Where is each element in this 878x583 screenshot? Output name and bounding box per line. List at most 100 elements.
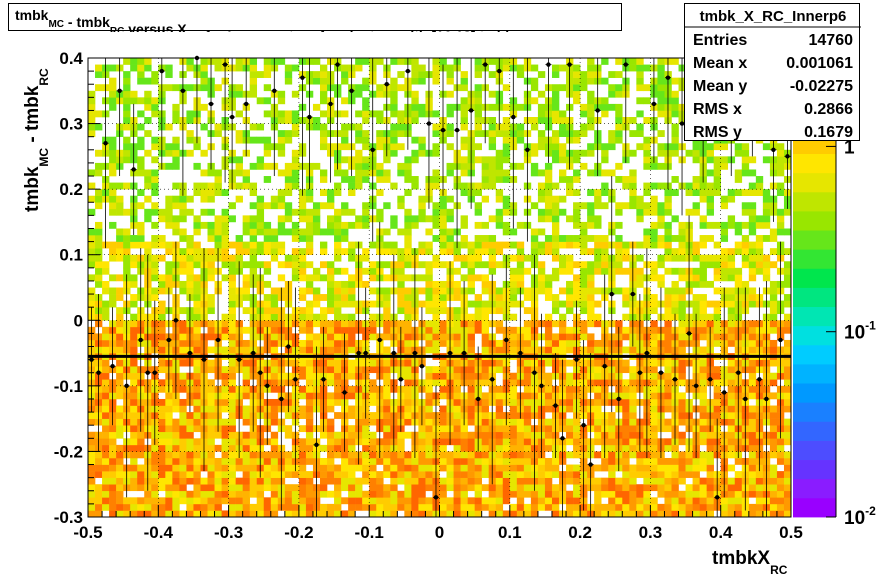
heatmap-cell: [594, 254, 602, 262]
heatmap-cell: [130, 326, 138, 334]
heatmap-cell: [636, 503, 644, 511]
heatmap-cell: [636, 484, 644, 492]
heatmap-cell: [594, 267, 602, 275]
heatmap-cell: [664, 471, 672, 478]
heatmap-cell: [411, 90, 419, 98]
heatmap-cell: [137, 451, 145, 459]
heatmap-cell: [193, 248, 201, 256]
heatmap-cell: [207, 438, 215, 446]
heatmap-cell: [523, 510, 532, 518]
heatmap-cell: [425, 385, 433, 393]
heatmap-cell: [530, 77, 539, 85]
heatmap-cell: [270, 510, 279, 518]
heatmap-cell: [242, 379, 250, 387]
heatmap-cell: [622, 438, 630, 446]
heatmap-cell: [587, 235, 595, 242]
heatmap-cell: [327, 457, 335, 465]
heatmap-cell: [544, 490, 553, 498]
heatmap-cell: [214, 84, 222, 92]
heatmap-cell: [298, 307, 307, 315]
heatmap-cell: [699, 379, 707, 387]
heatmap-cell: [706, 235, 714, 242]
heatmap-cell: [727, 379, 736, 387]
heatmap-cell: [650, 300, 658, 308]
heatmap-cell: [130, 320, 138, 328]
heatmap-cell: [748, 510, 757, 518]
heatmap-cell: [432, 221, 440, 229]
heatmap-cell: [277, 274, 286, 282]
heatmap-cell: [671, 215, 679, 223]
heatmap-cell: [474, 208, 482, 216]
heatmap-cell: [727, 300, 736, 308]
heatmap-cell: [207, 451, 215, 459]
heatmap-cell: [643, 235, 651, 242]
heatmap-cell: [298, 339, 307, 347]
heatmap-cell: [390, 77, 398, 85]
heatmap-cell: [263, 320, 272, 328]
heatmap-cell: [727, 320, 736, 328]
heatmap-cell: [509, 326, 518, 334]
heatmap-cell: [369, 451, 377, 459]
heatmap-cell: [467, 267, 475, 275]
heatmap-cell: [439, 385, 447, 393]
heatmap-cell: [305, 477, 314, 485]
heatmap-cell: [573, 64, 581, 72]
heatmap-cell: [144, 58, 152, 65]
heatmap-cell: [130, 471, 138, 478]
heatmap-cell: [179, 464, 187, 472]
heatmap-cell: [622, 464, 630, 472]
heatmap-cell: [544, 215, 553, 223]
heatmap-cell: [650, 333, 658, 341]
heatmap-cell: [348, 221, 356, 229]
heatmap-cell: [650, 241, 658, 249]
heatmap-cell: [594, 503, 602, 511]
heatmap-cell: [404, 287, 412, 295]
heatmap-cell: [699, 366, 707, 374]
heatmap-cell: [270, 307, 279, 315]
heatmap-cell: [636, 130, 644, 137]
heatmap-cell: [334, 333, 342, 341]
heatmap-cell: [390, 510, 398, 518]
heatmap-cell: [453, 457, 461, 465]
heatmap-cell: [214, 471, 222, 478]
heatmap-cell: [355, 497, 363, 505]
heatmap-cell: [608, 425, 616, 433]
heatmap-cell: [298, 484, 307, 492]
heatmap-cell: [298, 320, 307, 328]
heatmap-cell: [341, 464, 349, 472]
heatmap-cell: [664, 333, 672, 341]
heatmap-cell: [425, 484, 433, 492]
heatmap-cell: [601, 267, 609, 275]
heatmap-cell: [622, 510, 630, 518]
heatmap-cell: [151, 169, 159, 177]
heatmap-cell: [256, 261, 265, 269]
heatmap-cell: [502, 477, 511, 485]
heatmap-cell: [305, 503, 314, 511]
heatmap-cell: [573, 431, 581, 439]
heatmap-cell: [172, 457, 180, 465]
heatmap-cell: [383, 261, 391, 269]
heatmap-cell: [467, 444, 475, 452]
heatmap-cell: [622, 313, 630, 321]
heatmap-cell: [502, 438, 511, 446]
heatmap-cell: [305, 346, 314, 354]
heatmap-cell: [193, 143, 201, 151]
heatmap-cell: [720, 221, 729, 229]
heatmap-cell: [432, 287, 440, 295]
heatmap-cell: [523, 392, 532, 400]
heatmap-cell: [671, 484, 679, 492]
heatmap-cell: [727, 261, 736, 269]
heatmap-cell: [341, 64, 349, 72]
heatmap-cell: [432, 346, 440, 354]
heatmap-cell: [643, 497, 651, 505]
heatmap-cell: [495, 176, 504, 183]
heatmap-cell: [228, 326, 236, 334]
heatmap-cell: [664, 313, 672, 321]
heatmap-cell: [615, 261, 623, 269]
heatmap-cell: [453, 431, 461, 439]
heatmap-cell: [727, 366, 736, 374]
heatmap-cell: [544, 372, 553, 380]
heatmap-cell: [242, 444, 250, 452]
heatmap-cell: [291, 471, 300, 478]
heatmap-cell: [214, 484, 222, 492]
